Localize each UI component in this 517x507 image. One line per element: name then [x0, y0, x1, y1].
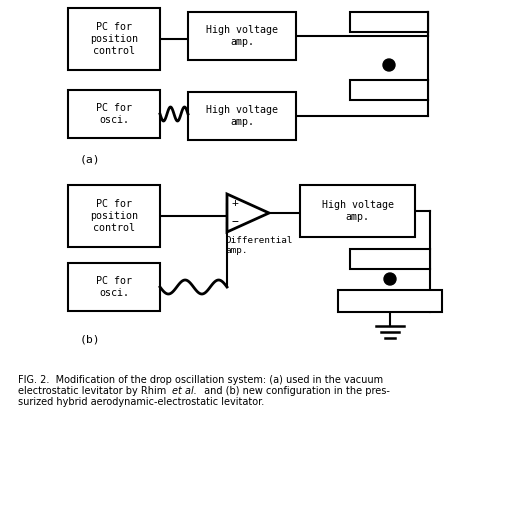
Circle shape — [383, 59, 395, 71]
Bar — [350, 80, 428, 100]
Text: (a): (a) — [80, 155, 101, 165]
Text: High voltage
amp.: High voltage amp. — [322, 200, 393, 222]
Bar — [188, 12, 296, 60]
Text: (b): (b) — [80, 335, 101, 345]
Bar — [350, 12, 428, 32]
Text: FIG. 2.  Modification of the drop oscillation system: (a) used in the vacuum: FIG. 2. Modification of the drop oscilla… — [18, 375, 383, 385]
Text: surized hybrid aerodynamic-electrostatic levitator.: surized hybrid aerodynamic-electrostatic… — [18, 397, 264, 407]
Text: PC for
position
control: PC for position control — [90, 199, 138, 233]
Text: High voltage
amp.: High voltage amp. — [206, 25, 278, 47]
Bar — [300, 185, 415, 237]
Text: PC for
position
control: PC for position control — [90, 22, 138, 56]
Text: +: + — [231, 199, 238, 208]
Bar — [68, 263, 160, 311]
Circle shape — [384, 273, 396, 285]
Text: High voltage
amp.: High voltage amp. — [206, 105, 278, 127]
Text: PC for
osci.: PC for osci. — [96, 276, 132, 298]
Bar — [338, 290, 442, 312]
Text: PC for
osci.: PC for osci. — [96, 103, 132, 125]
Text: Differential
amp.: Differential amp. — [225, 236, 293, 256]
Bar — [350, 249, 430, 269]
Bar — [188, 92, 296, 140]
Bar — [68, 185, 160, 247]
Bar — [68, 8, 160, 70]
Text: electrostatic levitator by Rhim: electrostatic levitator by Rhim — [18, 386, 170, 396]
Polygon shape — [227, 194, 269, 232]
Text: −: − — [231, 218, 238, 228]
Bar — [68, 90, 160, 138]
Text: et al.: et al. — [172, 386, 197, 396]
Text: and (b) new configuration in the pres-: and (b) new configuration in the pres- — [201, 386, 390, 396]
